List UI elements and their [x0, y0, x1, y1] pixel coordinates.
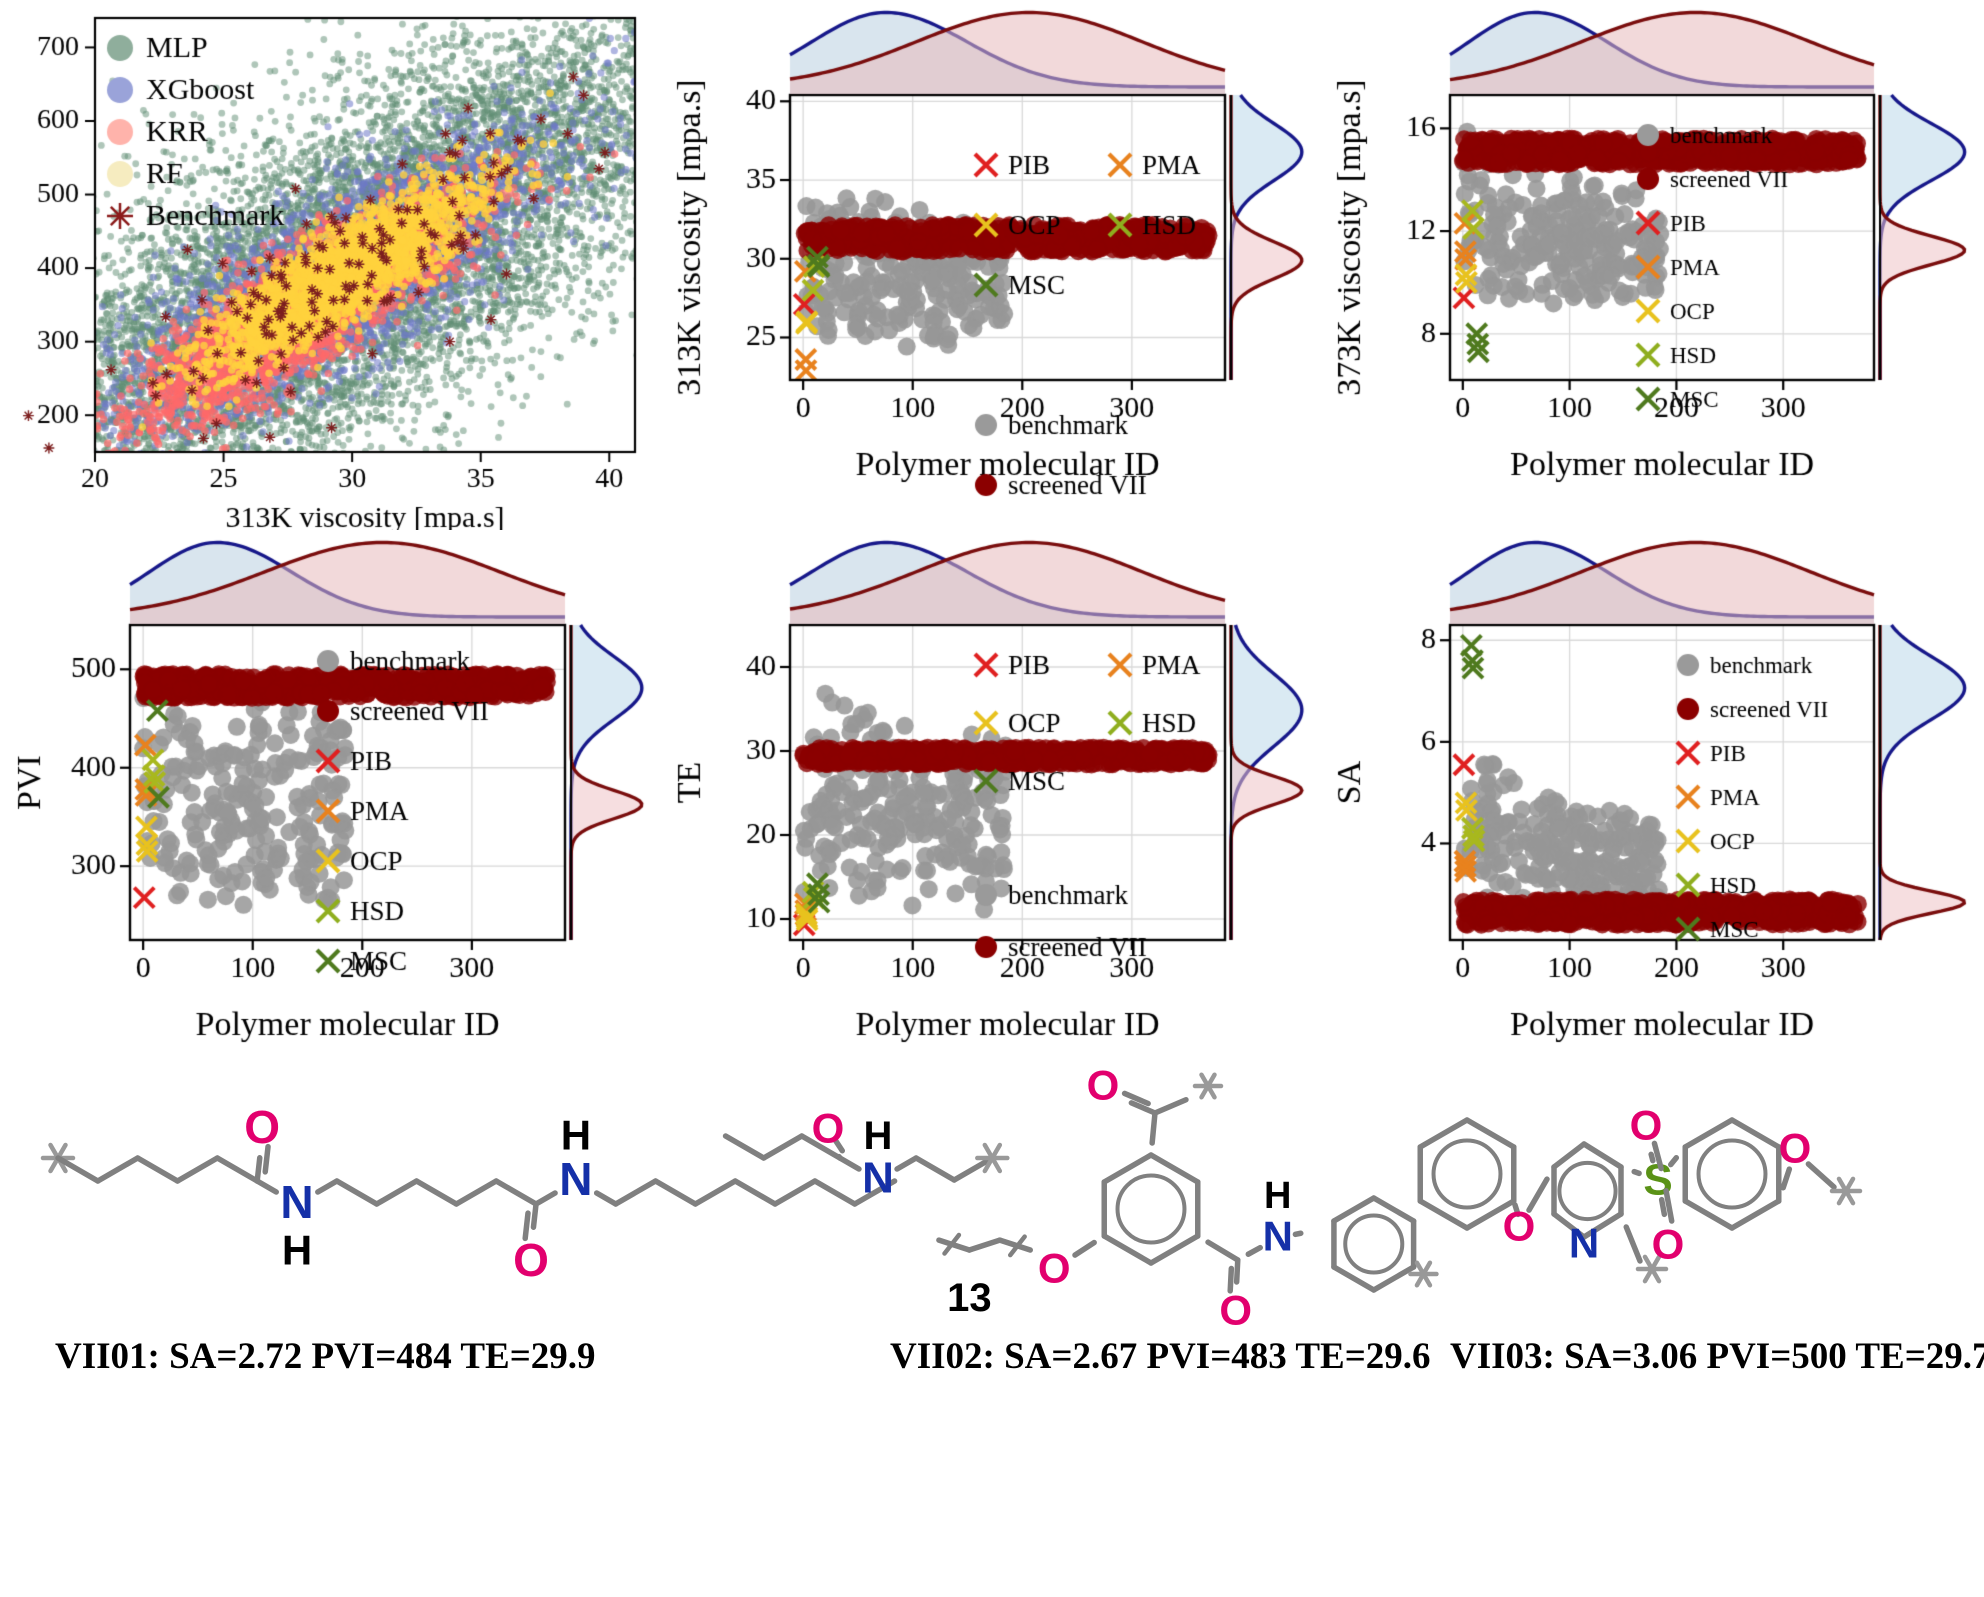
svg-text:H: H: [561, 1112, 591, 1159]
svg-text:N: N: [862, 1154, 894, 1203]
svg-text:O: O: [1630, 1102, 1663, 1149]
svg-text:H: H: [282, 1227, 312, 1274]
svg-text:N: N: [1569, 1220, 1599, 1267]
svg-text:O: O: [513, 1234, 549, 1286]
svg-text:H: H: [1264, 1175, 1291, 1217]
svg-text:13: 13: [947, 1276, 992, 1320]
svg-text:O: O: [1038, 1245, 1071, 1292]
svg-text:N: N: [559, 1153, 592, 1205]
svg-text:N: N: [280, 1176, 313, 1228]
svg-text:VII02: SA=2.67 PVI=483 TE=29.6: VII02: SA=2.67 PVI=483 TE=29.6: [890, 1336, 1431, 1377]
svg-text:O: O: [1652, 1221, 1685, 1268]
svg-text:O: O: [1219, 1287, 1252, 1334]
svg-text:O: O: [812, 1105, 845, 1152]
svg-text:O: O: [1087, 1062, 1120, 1109]
svg-text:N: N: [1263, 1213, 1293, 1260]
svg-text:H: H: [864, 1114, 893, 1158]
svg-text:O: O: [244, 1101, 280, 1153]
svg-text:VII01: SA=2.72 PVI=484 TE=29.9: VII01: SA=2.72 PVI=484 TE=29.9: [55, 1336, 596, 1377]
svg-text:VII03: SA=3.06 PVI=500 TE=29.7: VII03: SA=3.06 PVI=500 TE=29.7: [1450, 1336, 1984, 1377]
